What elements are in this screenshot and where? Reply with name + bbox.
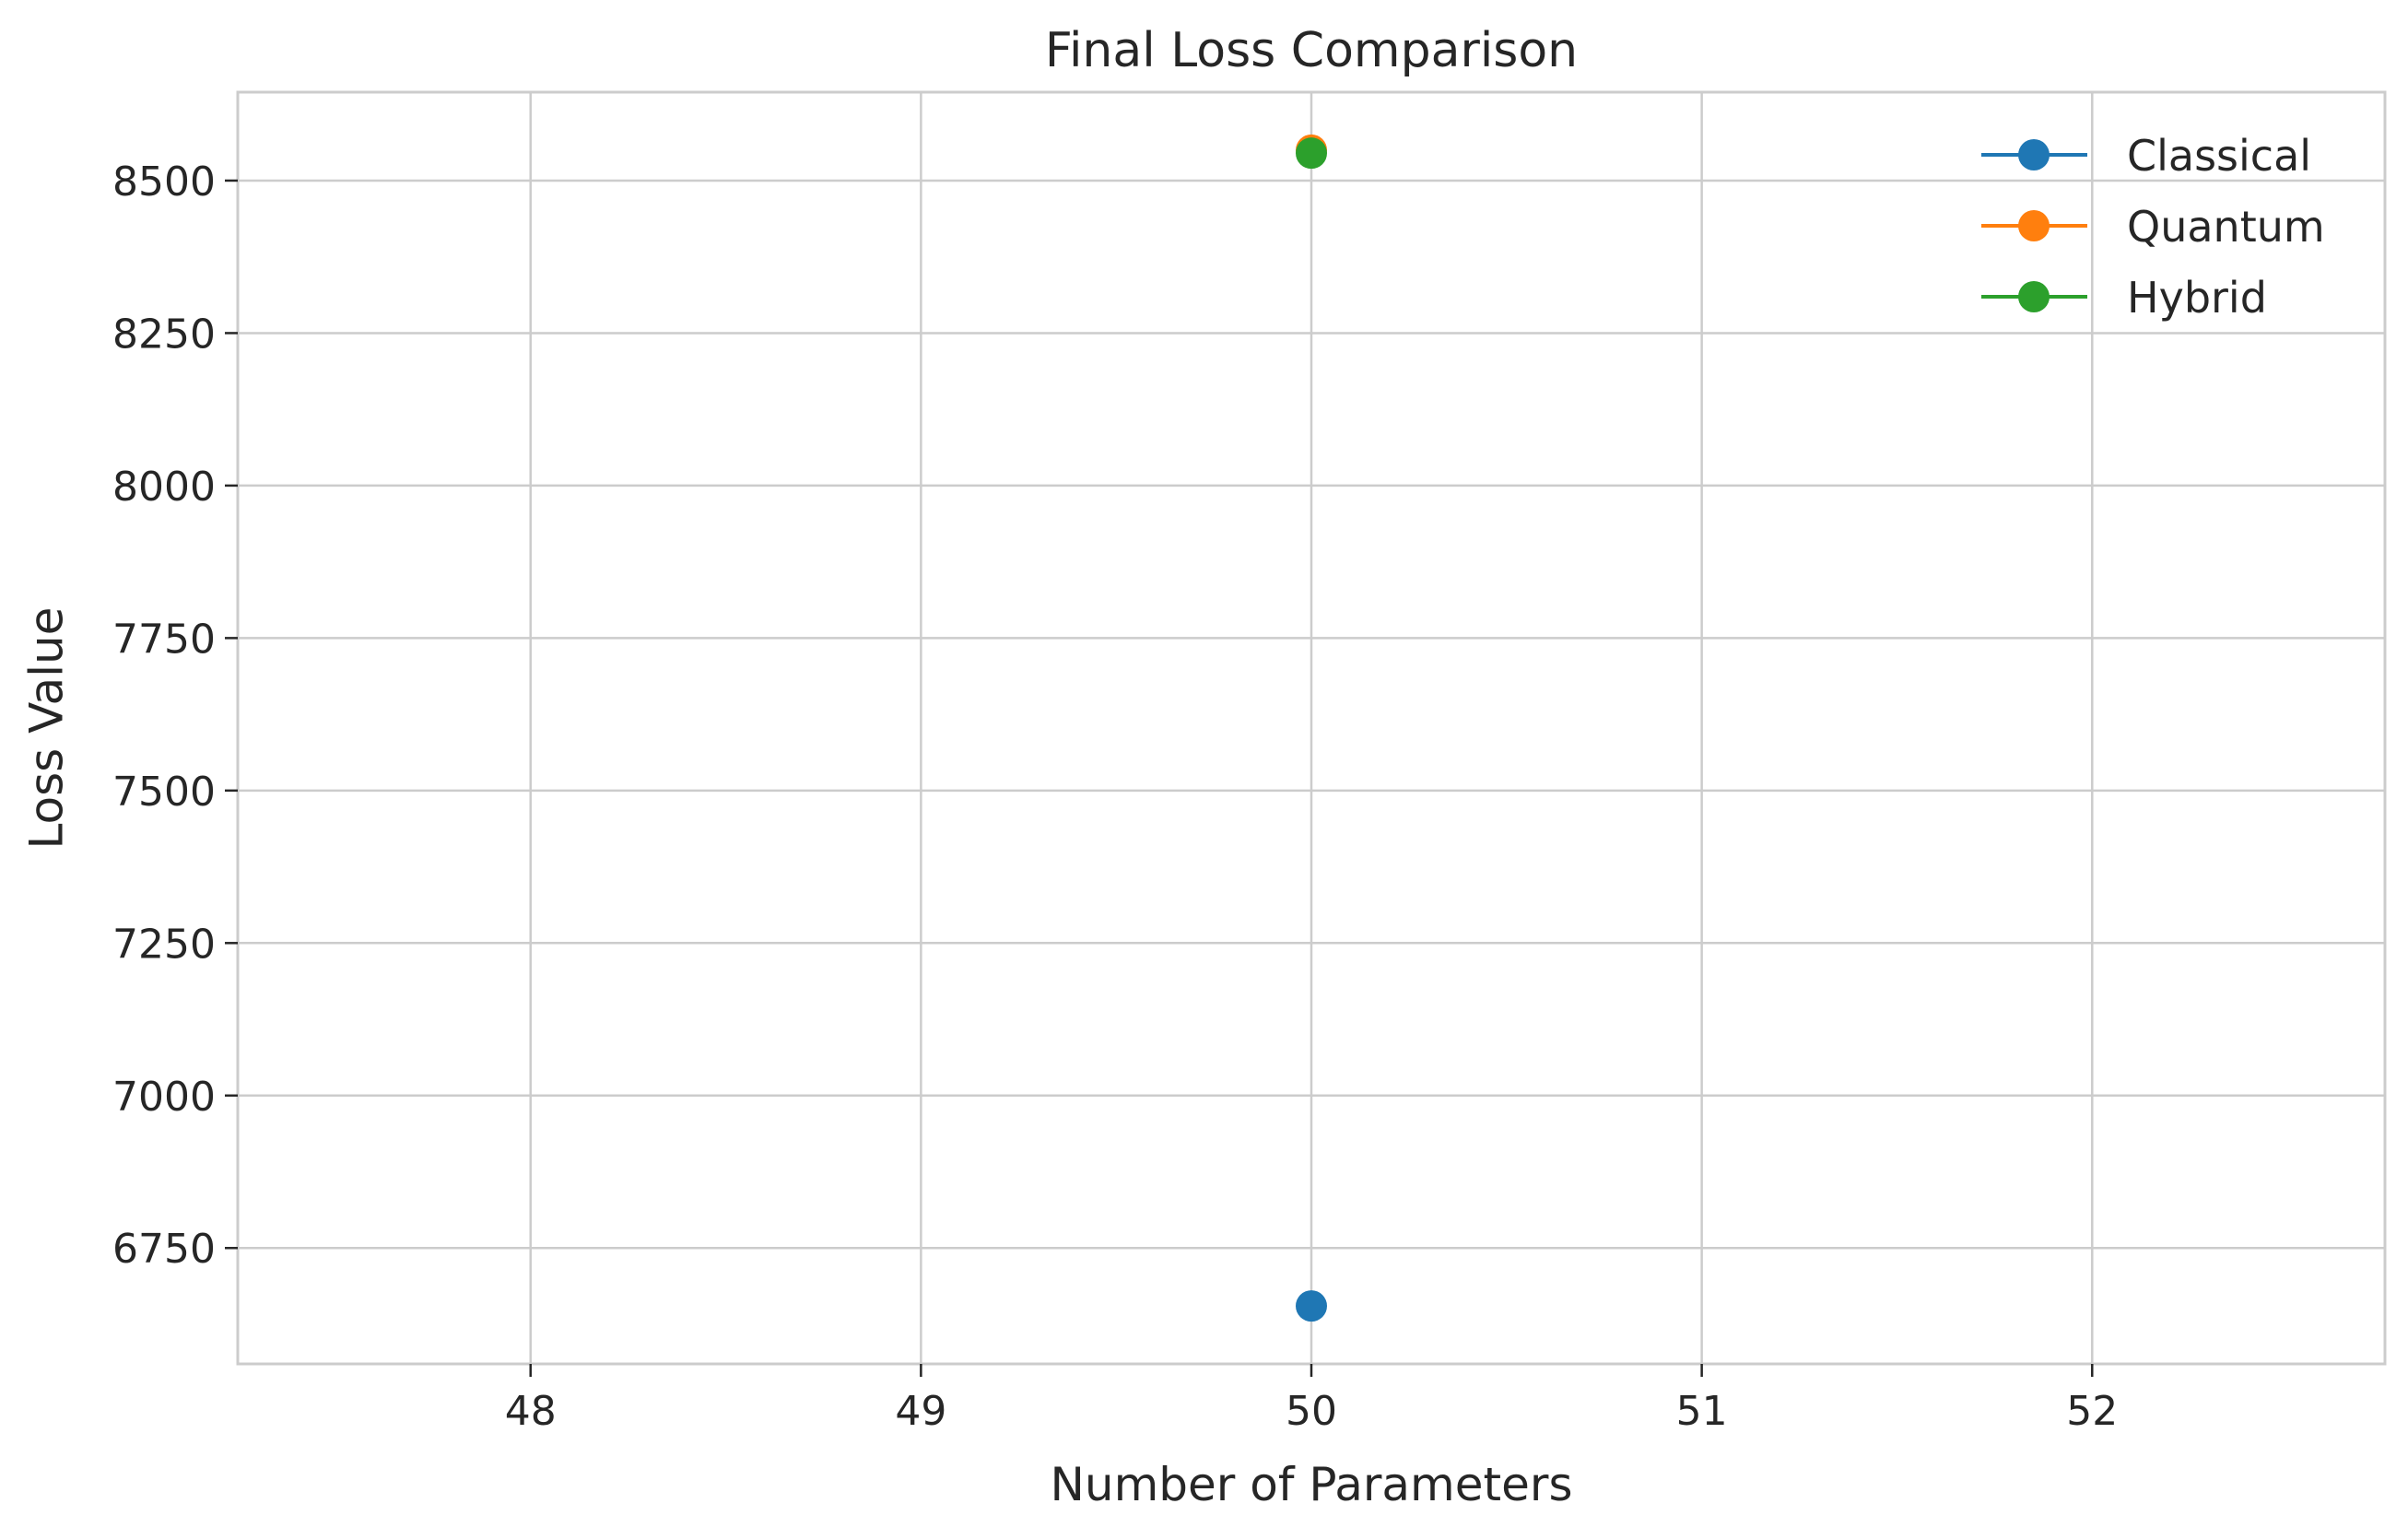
chart-title: Final Loss Comparison [1045,23,1578,78]
y-tick-label: 8000 [112,464,216,511]
legend-marker [2018,281,2050,312]
y-tick-label: 7500 [112,769,216,816]
y-tick-label: 7000 [112,1074,216,1121]
x-tick-label: 51 [1676,1388,1728,1435]
y-axis-label: Loss Value [20,607,74,850]
legend-item-classical: Classical [1981,131,2311,181]
x-tick-label: 52 [2066,1388,2118,1435]
y-tick-label: 7250 [112,921,216,968]
legend-marker [2018,139,2050,170]
point-hybrid [1296,137,1327,170]
x-ticks: 48 49 50 51 52 [505,1364,2118,1435]
x-tick-label: 49 [895,1388,946,1435]
y-tick-label: 8250 [112,311,216,358]
y-tick-label: 6750 [112,1226,216,1273]
legend-label: Classical [2127,131,2311,181]
legend-item-hybrid: Hybrid [1981,273,2267,323]
x-tick-label: 50 [1286,1388,1337,1435]
x-tick-label: 48 [505,1388,557,1435]
y-tick-label: 7750 [112,616,216,663]
legend-marker [2018,210,2050,241]
legend-label: Hybrid [2127,273,2267,323]
y-tick-label: 8500 [112,159,216,206]
x-axis-label: Number of Parameters [1050,1458,1572,1511]
legend-item-quantum: Quantum [1981,202,2325,252]
data-points [1296,134,1327,1322]
legend-label: Quantum [2127,202,2325,252]
y-ticks: 6750 7000 7250 7500 7750 8000 8250 8500 [112,159,238,1273]
grid [238,92,2385,1364]
legend: Classical Quantum Hybrid [1981,131,2325,323]
point-classical [1296,1290,1327,1322]
